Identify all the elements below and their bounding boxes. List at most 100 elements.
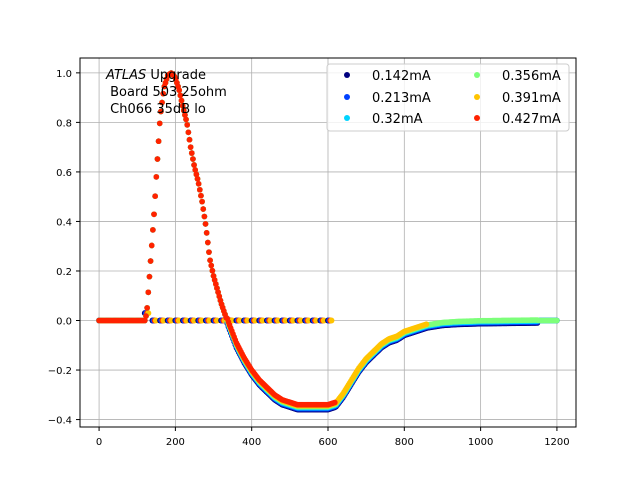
data-point bbox=[332, 399, 338, 406]
data-point bbox=[148, 242, 155, 249]
data-point bbox=[144, 305, 150, 311]
x-tick-label-3: 600 bbox=[318, 437, 337, 448]
baseline-point bbox=[282, 317, 289, 324]
y-tick-label-3: 0.2 bbox=[56, 267, 72, 278]
baseline-point bbox=[297, 317, 304, 324]
data-point bbox=[154, 156, 161, 162]
data-point bbox=[183, 116, 189, 123]
data-point bbox=[186, 136, 193, 143]
data-point bbox=[179, 102, 186, 109]
baseline-point bbox=[275, 317, 282, 324]
data-point bbox=[423, 321, 430, 328]
data-point bbox=[143, 313, 149, 319]
legend-marker-2 bbox=[344, 115, 350, 121]
data-point bbox=[147, 258, 154, 264]
data-point bbox=[160, 90, 166, 97]
y-tick-label-6: 0.8 bbox=[56, 118, 72, 129]
data-point bbox=[150, 227, 156, 233]
legend-label-1: 0.213mA bbox=[372, 91, 431, 106]
data-point bbox=[187, 144, 194, 150]
legend-marker-5 bbox=[474, 115, 480, 121]
y-tick-label-0: −0.4 bbox=[48, 416, 72, 427]
data-point bbox=[145, 289, 152, 296]
data-point bbox=[180, 107, 187, 114]
y-axis-ticks: −0.4 −0.2 0.0 0.2 0.4 0.6 0.8 1.0 bbox=[48, 69, 80, 427]
baseline-point bbox=[183, 317, 190, 324]
baseline-point bbox=[191, 317, 198, 324]
x-tick-label-1: 200 bbox=[166, 437, 185, 448]
y-tick-label-1: −0.2 bbox=[48, 366, 72, 377]
data-point bbox=[208, 262, 215, 269]
data-point bbox=[190, 156, 196, 162]
baseline-point bbox=[213, 317, 220, 324]
x-tick-label-5: 1000 bbox=[468, 437, 493, 448]
annotation-line-3: Ch066 35dB lo bbox=[106, 102, 206, 117]
annotation-line-1: ATLAS Upgrade bbox=[105, 68, 206, 83]
data-point bbox=[201, 213, 208, 220]
baseline-point bbox=[313, 317, 320, 324]
baseline-point bbox=[168, 317, 175, 324]
baseline-point bbox=[259, 317, 266, 324]
data-point bbox=[151, 211, 157, 218]
data-point bbox=[202, 221, 209, 227]
data-point bbox=[195, 181, 202, 187]
data-point bbox=[188, 150, 195, 156]
annotation-italic: ATLAS bbox=[105, 68, 146, 83]
data-point bbox=[193, 171, 200, 178]
annotation: ATLAS Upgrade Board 503 25ohm Ch066 35dB… bbox=[105, 68, 227, 117]
x-tick-label-0: 0 bbox=[96, 437, 102, 448]
legend-label-3: 0.356mA bbox=[502, 69, 561, 84]
data-point bbox=[152, 193, 158, 199]
legend-marker-3 bbox=[474, 72, 480, 78]
legend-marker-1 bbox=[344, 94, 350, 100]
baseline-point bbox=[290, 317, 297, 324]
baseline-point bbox=[175, 317, 182, 324]
data-point bbox=[209, 267, 216, 274]
annotation-line-2: Board 503 25ohm bbox=[106, 85, 227, 100]
data-point bbox=[156, 120, 163, 127]
data-point bbox=[205, 239, 211, 246]
baseline-point bbox=[244, 317, 251, 324]
annotation-rest: Upgrade bbox=[146, 68, 206, 83]
data-points bbox=[96, 70, 560, 413]
baseline-point bbox=[320, 317, 327, 324]
data-point bbox=[200, 206, 207, 212]
data-point bbox=[207, 257, 213, 264]
x-tick-label-2: 400 bbox=[242, 437, 261, 448]
baseline-point bbox=[160, 317, 167, 324]
data-point bbox=[192, 167, 199, 173]
data-point bbox=[182, 112, 188, 118]
data-point bbox=[146, 273, 153, 280]
data-point bbox=[198, 192, 204, 199]
legend-marker-4 bbox=[474, 94, 480, 100]
data-point bbox=[159, 99, 165, 106]
legend: 0.142mA 0.213mA 0.32mA 0.356mA 0.391mA 0… bbox=[326, 63, 570, 132]
data-point bbox=[203, 230, 210, 236]
y-tick-label-5: 0.6 bbox=[56, 168, 72, 179]
data-point bbox=[206, 249, 212, 255]
baseline-point bbox=[305, 317, 312, 324]
data-point bbox=[197, 186, 203, 193]
x-tick-label-4: 800 bbox=[395, 437, 414, 448]
data-point bbox=[194, 176, 201, 182]
data-point bbox=[176, 87, 182, 93]
baseline-point bbox=[328, 317, 335, 324]
data-point bbox=[153, 174, 160, 180]
legend-label-5: 0.427mA bbox=[502, 112, 561, 127]
data-point bbox=[199, 198, 205, 205]
y-tick-label-4: 0.4 bbox=[56, 217, 72, 228]
data-point bbox=[554, 317, 560, 324]
data-point bbox=[185, 129, 192, 136]
data-point bbox=[178, 97, 185, 104]
baseline-point bbox=[267, 317, 274, 324]
legend-label-4: 0.391mA bbox=[502, 91, 561, 106]
baseline-point bbox=[198, 317, 205, 324]
baseline-point bbox=[236, 317, 243, 324]
legend-frame bbox=[326, 63, 570, 132]
baseline-point bbox=[152, 317, 159, 324]
series-5 bbox=[96, 70, 338, 408]
baseline-point bbox=[206, 317, 213, 324]
data-point bbox=[177, 92, 184, 99]
data-point bbox=[191, 162, 197, 168]
